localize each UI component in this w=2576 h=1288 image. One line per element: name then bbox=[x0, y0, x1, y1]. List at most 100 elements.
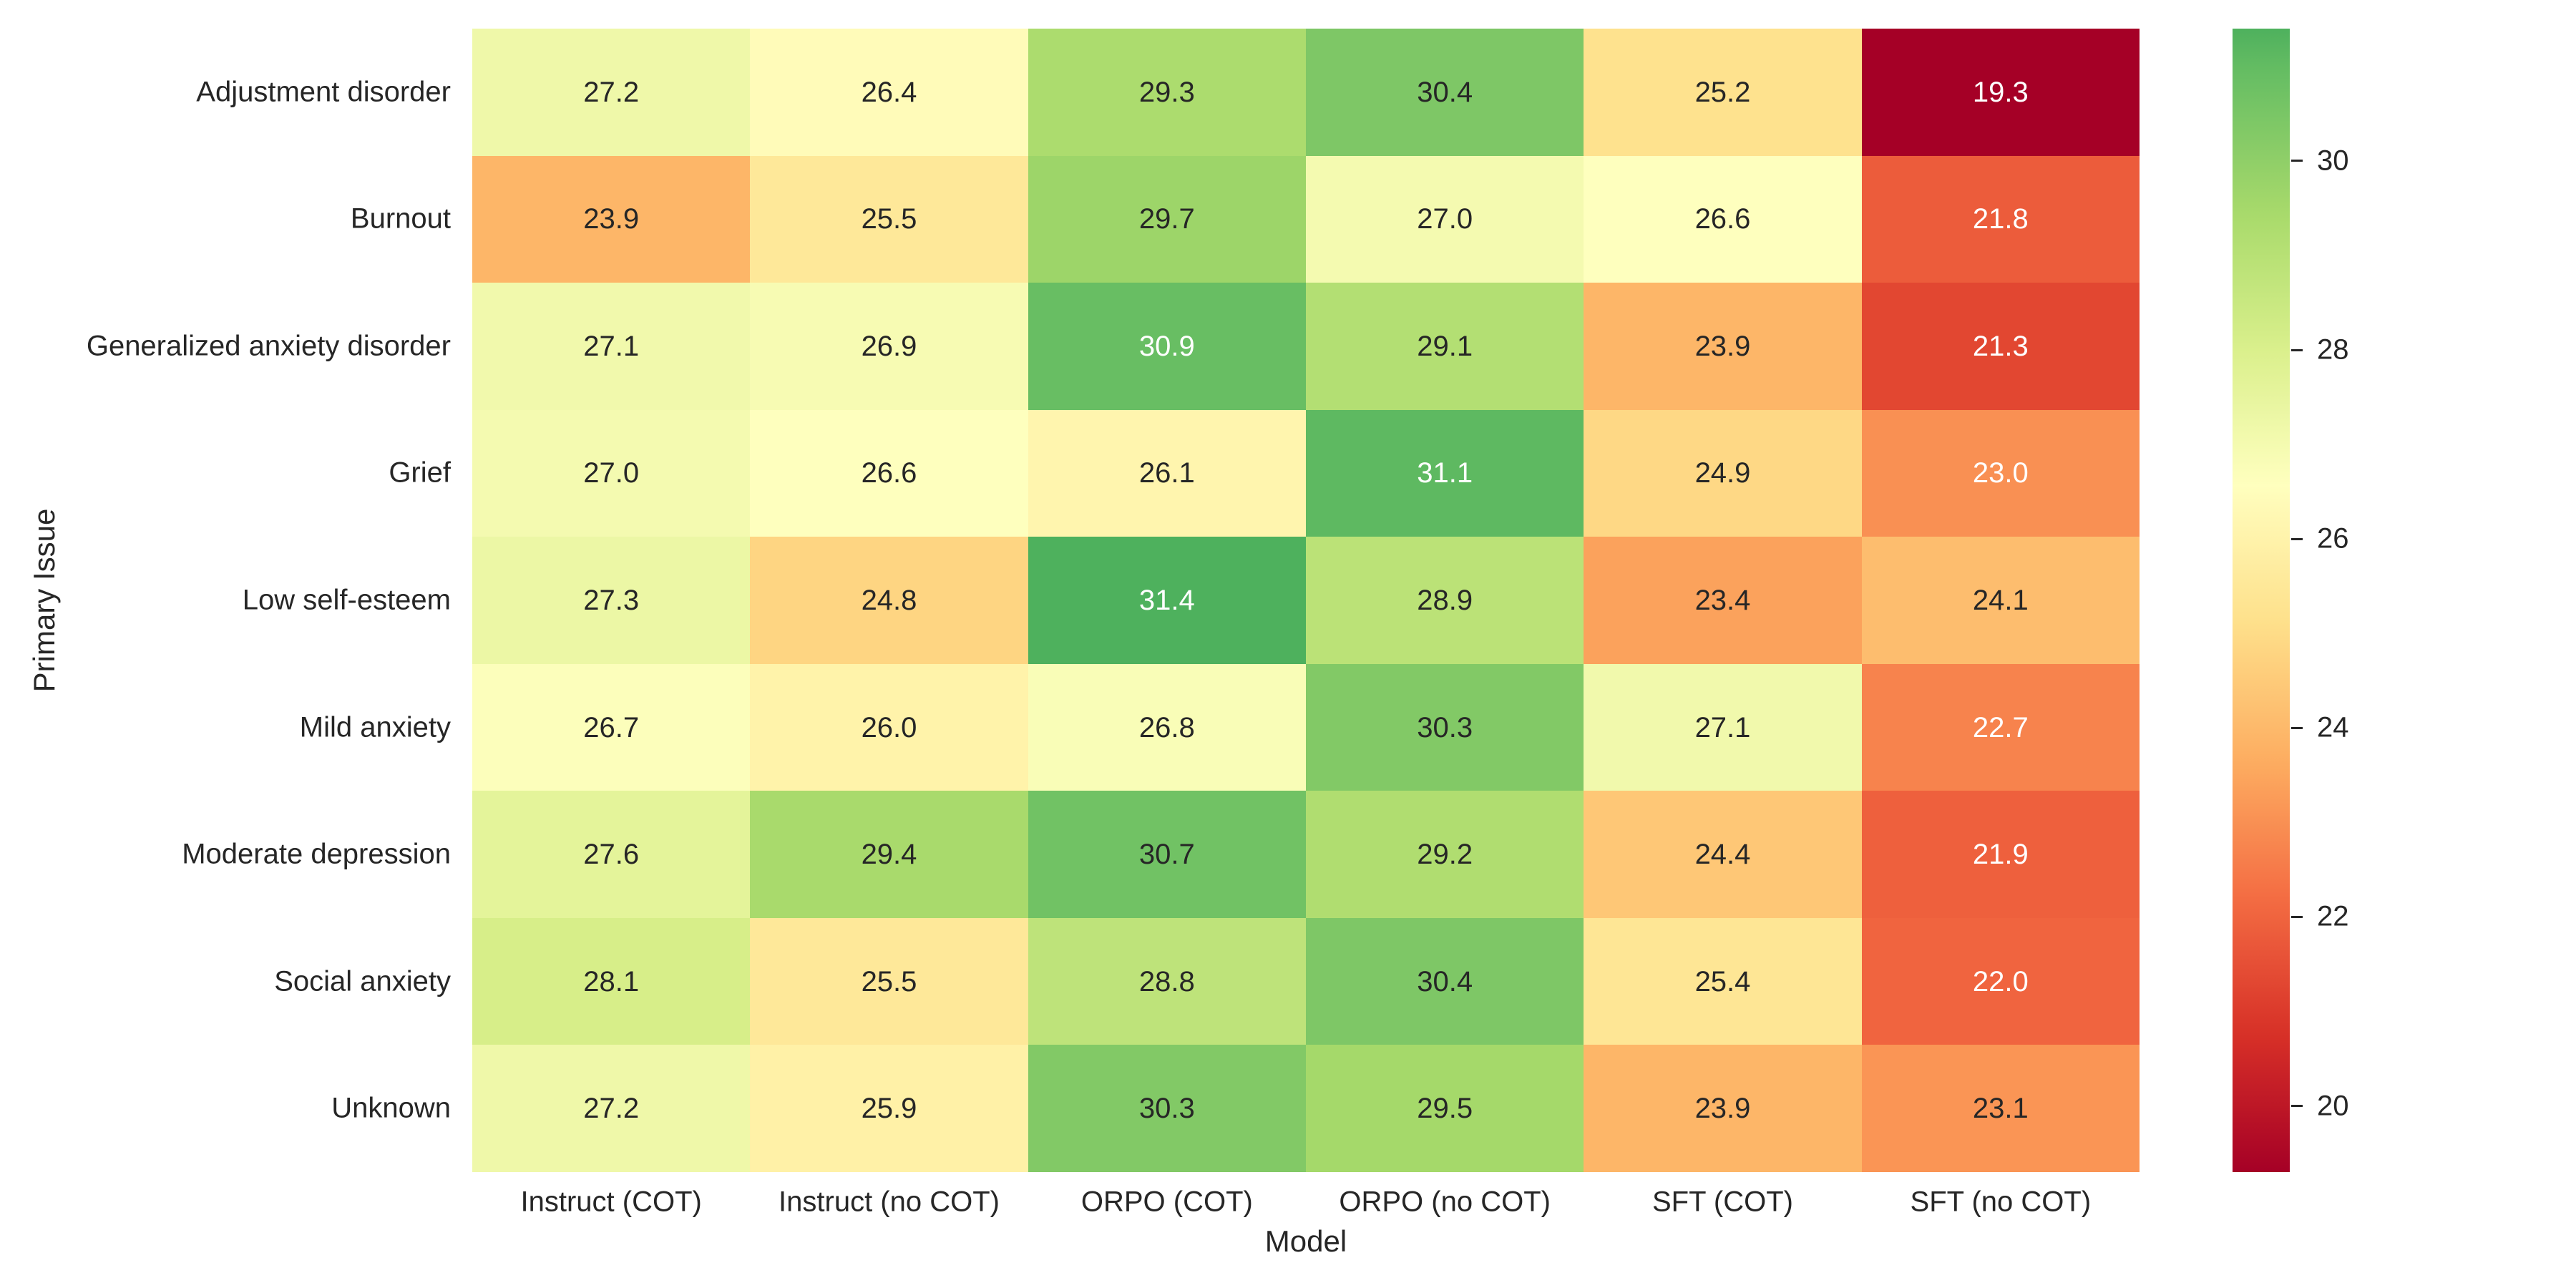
heatmap-cell: 30.4 bbox=[1306, 29, 1584, 156]
cell-value: 26.6 bbox=[861, 457, 917, 489]
cell-value: 27.2 bbox=[583, 76, 640, 108]
cell-value: 21.3 bbox=[1972, 330, 2029, 362]
x-tick-label: Instruct (no COT) bbox=[779, 1186, 1000, 1218]
heatmap-cell: 25.9 bbox=[750, 1045, 1028, 1172]
cell-value: 31.4 bbox=[1138, 584, 1195, 616]
cell-value: 27.0 bbox=[1417, 203, 1473, 235]
cell-value: 30.3 bbox=[1417, 711, 1473, 743]
cell-value: 29.4 bbox=[861, 839, 917, 871]
heatmap-cell: 27.1 bbox=[472, 283, 751, 410]
cell-value: 21.9 bbox=[1972, 839, 2029, 871]
cell-value: 29.5 bbox=[1417, 1093, 1473, 1125]
y-tick-label: Burnout bbox=[350, 203, 451, 235]
cell-value: 19.3 bbox=[1972, 76, 2029, 108]
cell-value: 26.8 bbox=[1138, 711, 1195, 743]
heatmap-cell: 27.2 bbox=[472, 29, 751, 156]
cell-value: 25.5 bbox=[861, 203, 917, 235]
cell-value: 26.1 bbox=[1138, 457, 1195, 489]
colorbar-tick bbox=[2291, 915, 2303, 918]
x-tick-label: Instruct (COT) bbox=[520, 1186, 702, 1218]
heatmap-cell: 19.3 bbox=[1861, 29, 2140, 156]
cell-value: 27.2 bbox=[583, 1093, 640, 1125]
heatmap-cell: 21.8 bbox=[1861, 155, 2140, 283]
colorbar-tick bbox=[2291, 726, 2303, 729]
cell-value: 23.4 bbox=[1694, 584, 1751, 616]
heatmap-cell: 27.0 bbox=[472, 409, 751, 537]
cell-value: 30.4 bbox=[1417, 965, 1473, 997]
y-tick-label: Low self-esteem bbox=[242, 584, 451, 616]
heatmap-cell: 23.9 bbox=[472, 155, 751, 283]
heatmap-cell: 27.3 bbox=[472, 537, 751, 664]
heatmap-cell: 24.1 bbox=[1861, 537, 2140, 664]
heatmap-cell: 26.9 bbox=[750, 283, 1028, 410]
x-tick-label: ORPO (no COT) bbox=[1339, 1186, 1551, 1218]
colorbar-tick bbox=[2291, 1105, 2303, 1108]
heatmap-cell: 26.8 bbox=[1028, 663, 1306, 791]
heatmap-grid: 27.2 26.4 29.3 30.4 25.2 19.3 23.9 25.5 29.7 27.0… bbox=[472, 29, 2140, 1172]
cell-value: 25.4 bbox=[1694, 965, 1751, 997]
heatmap-cell: 27.6 bbox=[472, 791, 751, 918]
heatmap-cell: 26.6 bbox=[1584, 155, 1862, 283]
heatmap-cell: 30.4 bbox=[1306, 917, 1584, 1045]
heatmap-cell: 29.5 bbox=[1306, 1045, 1584, 1172]
y-tick-label: Generalized anxiety disorder bbox=[86, 330, 451, 362]
x-tick-label: SFT (COT) bbox=[1652, 1186, 1794, 1218]
cell-value: 30.7 bbox=[1138, 839, 1195, 871]
heatmap-cell: 26.1 bbox=[1028, 409, 1306, 537]
heatmap-cell: 30.3 bbox=[1028, 1045, 1306, 1172]
cell-value: 24.9 bbox=[1694, 457, 1751, 489]
cell-value: 21.8 bbox=[1972, 203, 2029, 235]
cell-value: 27.1 bbox=[1694, 711, 1751, 743]
heatmap-cell: 29.3 bbox=[1028, 29, 1306, 156]
x-tick-label: SFT (no COT) bbox=[1910, 1186, 2092, 1218]
y-tick-label: Social anxiety bbox=[274, 965, 451, 997]
heatmap-cell: 28.9 bbox=[1306, 537, 1584, 664]
heatmap-cell: 30.9 bbox=[1028, 283, 1306, 410]
cell-value: 24.1 bbox=[1972, 584, 2029, 616]
colorbar-tick bbox=[2291, 348, 2303, 351]
cell-value: 22.0 bbox=[1972, 965, 2029, 997]
heatmap-cell: 26.6 bbox=[750, 409, 1028, 537]
heatmap-cell: 29.4 bbox=[750, 791, 1028, 918]
colorbar-tick-label: 22 bbox=[2317, 900, 2349, 932]
colorbar-tick-label: 26 bbox=[2317, 522, 2349, 555]
heatmap-cell: 23.1 bbox=[1861, 1045, 2140, 1172]
cell-value: 27.3 bbox=[583, 584, 640, 616]
colorbar-tick-label: 20 bbox=[2317, 1090, 2349, 1122]
heatmap-cell: 25.5 bbox=[750, 917, 1028, 1045]
cell-value: 26.7 bbox=[583, 711, 640, 743]
cell-value: 26.9 bbox=[861, 330, 917, 362]
heatmap-cell: 27.0 bbox=[1306, 155, 1584, 283]
heatmap-cell: 21.3 bbox=[1861, 283, 2140, 410]
cell-value: 28.8 bbox=[1138, 965, 1195, 997]
heatmap-cell: 29.7 bbox=[1028, 155, 1306, 283]
cell-value: 25.5 bbox=[861, 965, 917, 997]
cell-value: 25.9 bbox=[861, 1093, 917, 1125]
x-tick-label: ORPO (COT) bbox=[1080, 1186, 1253, 1218]
y-tick-label: Unknown bbox=[331, 1092, 451, 1124]
heatmap-cell: 23.9 bbox=[1584, 283, 1862, 410]
cell-value: 30.9 bbox=[1138, 330, 1195, 362]
y-tick-label: Mild anxiety bbox=[299, 711, 451, 743]
cell-value: 29.1 bbox=[1417, 330, 1473, 362]
cell-value: 27.6 bbox=[583, 839, 640, 871]
colorbar-tick-label: 30 bbox=[2317, 145, 2349, 177]
colorbar bbox=[2233, 29, 2290, 1172]
cell-value: 27.0 bbox=[583, 457, 640, 489]
cell-value: 26.6 bbox=[1694, 203, 1751, 235]
heatmap-cell: 31.1 bbox=[1306, 409, 1584, 537]
colorbar-tick bbox=[2291, 160, 2303, 162]
y-axis-title: Primary Issue bbox=[27, 508, 61, 693]
heatmap-cell: 27.2 bbox=[472, 1045, 751, 1172]
cell-value: 23.9 bbox=[1694, 1093, 1751, 1125]
cell-value: 26.0 bbox=[861, 711, 917, 743]
x-axis-title: Model bbox=[1264, 1224, 1347, 1258]
heatmap-cell: 30.3 bbox=[1306, 663, 1584, 791]
heatmap-cell: 30.7 bbox=[1028, 791, 1306, 918]
heatmap-cell: 28.1 bbox=[472, 917, 751, 1045]
heatmap-cell: 26.0 bbox=[750, 663, 1028, 791]
heatmap-cell: 22.7 bbox=[1861, 663, 2140, 791]
colorbar-tick-label: 28 bbox=[2317, 333, 2349, 366]
heatmap-cell: 26.4 bbox=[750, 29, 1028, 156]
